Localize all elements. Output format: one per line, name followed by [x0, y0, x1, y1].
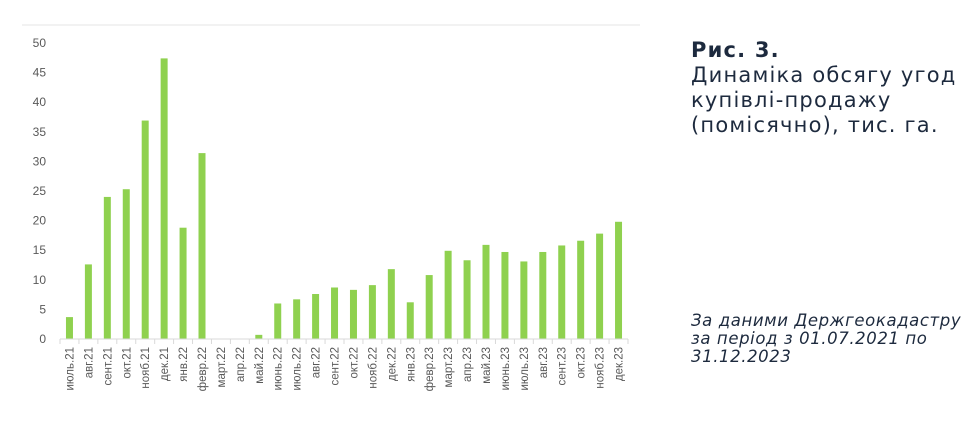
bar-авг.21 — [84, 264, 92, 339]
bar-окт.22 — [349, 289, 357, 339]
x-tick-label: окт.23 — [576, 347, 588, 379]
bar-июль.22 — [293, 299, 301, 339]
bar-дек.22 — [387, 269, 395, 339]
x-axis-category-labels: июль.21 авг.21 сент.21 окт.21 нояб.21 дек.21 я… — [64, 347, 625, 391]
bar-июнь.23 — [501, 251, 509, 339]
x-tick-label: июль.23 — [519, 347, 531, 390]
x-tick-label: янв.22 — [178, 347, 190, 382]
x-axis-tick-marks — [59, 339, 629, 344]
bar-chart: 0 5 10 15 20 25 30 35 40 45 50 июль.21 авг.21 сент.2… — [22, 24, 640, 391]
bar-июль.21 — [65, 317, 73, 339]
x-tick-label: май.23 — [481, 347, 493, 384]
x-tick-label: окт.21 — [121, 347, 133, 379]
x-tick-label: нояб.22 — [367, 347, 379, 389]
bar-янв.23 — [406, 302, 414, 339]
x-tick-label: сент.23 — [557, 347, 569, 385]
x-tick-label: дек.21 — [159, 347, 171, 381]
x-tick-label: окт.22 — [348, 347, 360, 379]
x-tick-label: авг.22 — [311, 347, 323, 378]
x-tick-label: янв.23 — [405, 347, 417, 382]
y-tick-label: 30 — [33, 154, 47, 168]
figure-caption: Рис. 3. Динаміка обсягу угод купівлі-про… — [691, 38, 966, 138]
x-tick-label: июль.21 — [64, 347, 76, 390]
bar-янв.22 — [179, 227, 187, 339]
x-tick-label: авг.21 — [83, 347, 95, 378]
bar-сент.21 — [103, 196, 111, 339]
y-tick-label: 15 — [33, 243, 47, 257]
bar-нояб.21 — [141, 120, 149, 339]
bar-сент.23 — [558, 245, 566, 339]
x-tick-label: апр.23 — [462, 347, 474, 382]
x-tick-label: июль.22 — [292, 347, 304, 390]
x-tick-label: нояб.23 — [595, 347, 607, 389]
bar-март.23 — [444, 250, 452, 339]
x-tick-label: май.22 — [254, 347, 266, 384]
bar-авг.23 — [539, 251, 547, 339]
bar-июнь.22 — [274, 303, 282, 339]
bar-нояб.23 — [596, 233, 604, 339]
bar-нояб.22 — [368, 285, 376, 339]
x-tick-label: февр.23 — [424, 347, 436, 391]
x-tick-label: апр.22 — [235, 347, 247, 382]
bar-май.23 — [482, 244, 490, 339]
y-tick-label: 20 — [33, 214, 47, 228]
bar-авг.22 — [312, 294, 320, 339]
y-tick-label: 35 — [33, 125, 47, 139]
y-tick-label: 10 — [33, 273, 47, 287]
bar-июль.23 — [520, 261, 528, 339]
bar-февр.22 — [198, 153, 206, 339]
y-tick-label: 40 — [33, 95, 47, 109]
figure-label: Рис. 3. — [691, 38, 780, 62]
bar-май.22 — [255, 334, 263, 339]
x-tick-label: март.22 — [216, 347, 228, 387]
x-tick-label: июнь.22 — [273, 347, 285, 390]
bar-окт.21 — [122, 189, 130, 339]
bars — [65, 58, 623, 339]
bar-сент.22 — [331, 287, 339, 339]
figure-title: Динаміка обсягу угод купівлі-продажу (по… — [691, 63, 957, 137]
y-axis-tick-labels: 0 5 10 15 20 25 30 35 40 45 50 — [33, 36, 47, 346]
y-tick-label: 45 — [33, 66, 47, 80]
y-tick-label: 0 — [39, 332, 46, 346]
x-tick-label: июнь.23 — [500, 347, 512, 390]
bar-февр.23 — [425, 275, 433, 339]
x-tick-label: дек.23 — [614, 347, 626, 381]
x-tick-label: сент.22 — [330, 347, 342, 385]
y-tick-label: 5 — [39, 302, 46, 316]
x-tick-label: февр.22 — [197, 347, 209, 391]
bar-окт.23 — [577, 240, 585, 339]
x-tick-label: нояб.21 — [140, 347, 152, 389]
y-tick-label: 25 — [33, 184, 47, 198]
y-tick-label: 50 — [33, 36, 47, 50]
x-tick-label: сент.21 — [102, 347, 114, 385]
source-note: За даними Держгеокадастру за період з 01… — [691, 311, 962, 366]
bar-дек.23 — [615, 221, 623, 339]
bar-апр.23 — [463, 260, 471, 339]
bar-дек.21 — [160, 58, 168, 339]
x-tick-label: авг.23 — [538, 347, 550, 378]
x-tick-label: дек.22 — [386, 347, 398, 381]
x-tick-label: март.23 — [443, 347, 455, 387]
